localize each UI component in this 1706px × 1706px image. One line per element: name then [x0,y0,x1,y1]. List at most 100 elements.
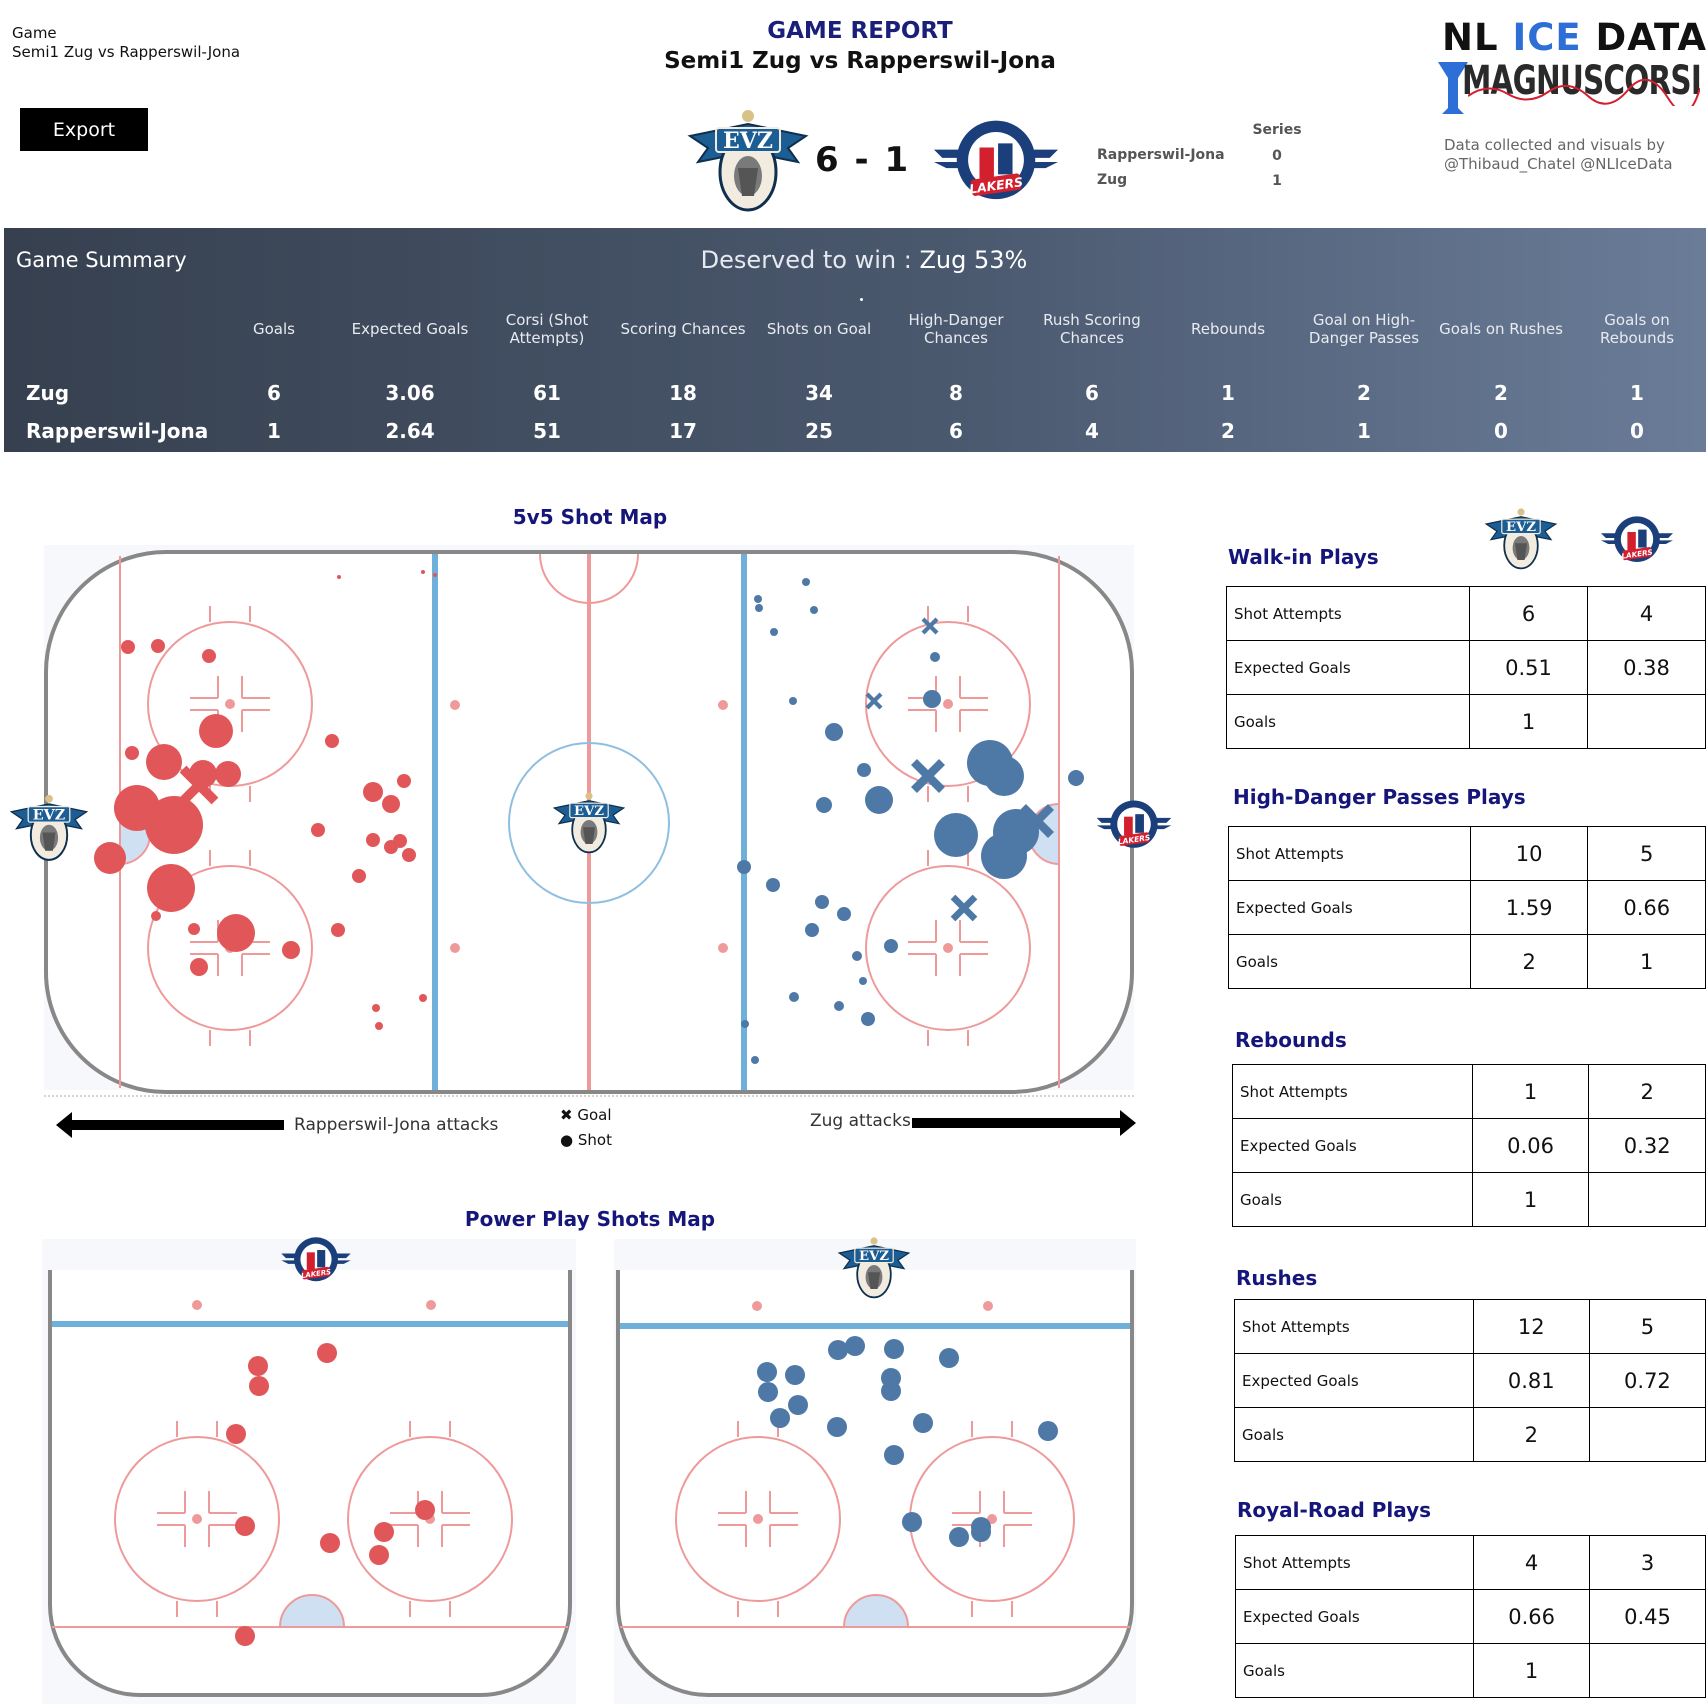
shot-mark [421,570,425,574]
summary-cell: 1 [1630,381,1644,405]
shot-mark [789,697,797,705]
shot-map-5v5-marks [94,570,1084,1064]
zug-value: 1 [1473,1643,1591,1698]
shot-mark [758,1382,778,1402]
shot-mark [145,796,203,854]
shot-mark [188,923,200,935]
summary-cell: 2 [1494,381,1508,405]
summary-row-team: Rapperswil-Jona [26,419,209,443]
powerplay-map-rapperswil [42,1235,576,1704]
rj-value: 0.32 [1588,1118,1706,1173]
shot-mark [248,1356,268,1376]
shot-mark [884,1445,904,1465]
table-row: Goals 1 [1232,1172,1706,1227]
left-attack-label: Rapperswil-Jona attacks [294,1115,499,1135]
rj-value [1588,1172,1706,1227]
brand-logo-text: NL ICE DATA [1442,16,1706,59]
shot-mark [751,1056,759,1064]
series-team-name: Rapperswil-Jona [1097,147,1225,163]
rj-value: 5 [1588,1299,1706,1354]
shot-mark [861,1012,875,1026]
rj-value: 2 [1588,1064,1706,1119]
table-title: High-Danger Passes Plays [1233,785,1526,809]
shot-mark [741,1020,749,1028]
summary-col-header: Goals on Rebounds [1599,311,1675,347]
goal-mark [1020,804,1054,838]
table-row: Expected Goals 1.59 0.66 [1228,880,1706,935]
rj-value: 0.66 [1587,880,1706,935]
game-summary-panel: Game Summary Deserved to win : Zug 53% G… [4,228,1706,452]
summary-cell: 2.64 [385,419,435,443]
credit-text: Data collected and visuals by @Thibaud_C… [1444,136,1673,173]
rj-value: 0.38 [1587,640,1706,695]
table-row: Goals 2 1 [1228,934,1706,989]
shot-mark [352,869,366,883]
stat-table-royal-road: Shot Attempts 4 3 Expected Goals 0.66 0.45 G… [1234,1535,1706,1698]
goal-mark [921,617,939,635]
zug-value: 10 [1469,826,1589,881]
summary-cell: 0 [1494,419,1508,443]
stat-table-rushes: Shot Attempts 12 5 Expected Goals 0.81 0.72 … [1234,1299,1706,1462]
rj-value: 0.45 [1589,1589,1706,1644]
shot-mark [397,774,411,788]
row-label: Expected Goals [1234,1353,1474,1408]
legend-goal: ✖ Goal [560,1106,612,1124]
series-value: 0 [1272,148,1282,164]
shot-mark [433,573,437,577]
stat-table-high-danger: Shot Attempts 10 5 Expected Goals 1.59 0.66 … [1228,826,1706,989]
shot-mark [737,860,751,874]
game-filter[interactable]: Game Semi1 Zug vs Rapperswil-Jona [12,24,240,62]
shot-mark [94,842,126,874]
shot-mark [884,1339,904,1359]
shot-mark [785,1365,805,1385]
shot-mark [815,895,829,909]
shot-mark [311,823,325,837]
rj-value: 5 [1587,826,1706,881]
deserved-to-win: Deserved to win : Zug 53% [564,246,1164,274]
shot-mark [151,911,161,921]
row-label: Shot Attempts [1232,1064,1473,1119]
powerplay-title: Power Play Shots Map [464,1207,716,1231]
table-title: Rebounds [1235,1028,1347,1052]
summary-col-header: Scoring Chances [620,320,746,338]
shot-mark [147,864,195,912]
zug-logo [686,106,810,216]
table-title: Rushes [1236,1266,1318,1290]
row-label: Goals [1234,1643,1475,1698]
shot-mark [190,958,208,976]
summary-col-header: Goals [253,320,295,338]
shot-mark [366,833,380,847]
shot-mark [1068,770,1084,786]
shotmap-title: 5v5 Shot Map [512,505,668,529]
shot-mark [215,761,241,787]
trophy-icon [1438,62,1468,114]
summary-col-header: Rush Scoring Chances [1043,311,1141,347]
shot-mark [766,878,780,892]
export-button[interactable]: Export [20,108,148,151]
zug-value: 0.66 [1473,1589,1591,1644]
table-row: Shot Attempts 4 3 [1234,1535,1706,1590]
summary-cell: 6 [267,381,281,405]
summary-col-header: Corsi (Shot Attempts) [505,311,589,347]
shot-mark [199,714,233,748]
zug-value: 12 [1472,1299,1590,1354]
summary-cell: 6 [949,419,963,443]
summary-cell: 6 [1085,381,1099,405]
shot-mark [884,939,898,953]
right-attack-label: Zug attacks [810,1111,911,1131]
row-label: Goals [1228,934,1471,989]
summary-col-header: Goal on High-Danger Passes [1308,311,1420,347]
report-title: GAME REPORT [767,18,953,44]
rapperswil-logo [934,116,1058,210]
shot-mark [770,628,778,636]
rj-value: 1 [1587,934,1706,989]
row-label: Goals [1226,694,1470,749]
shot-mark [249,1376,269,1396]
shot-mark [121,640,135,654]
table-row: Goals 1 [1234,1643,1706,1698]
stat-table-rebounds: Shot Attempts 1 2 Expected Goals 0.06 0.32 G… [1232,1064,1706,1227]
shot-mark [331,923,345,937]
powerplay-map-zug-marks [757,1336,1058,1547]
brand-text-part: NL [1442,16,1513,59]
shot-mark [881,1381,901,1401]
